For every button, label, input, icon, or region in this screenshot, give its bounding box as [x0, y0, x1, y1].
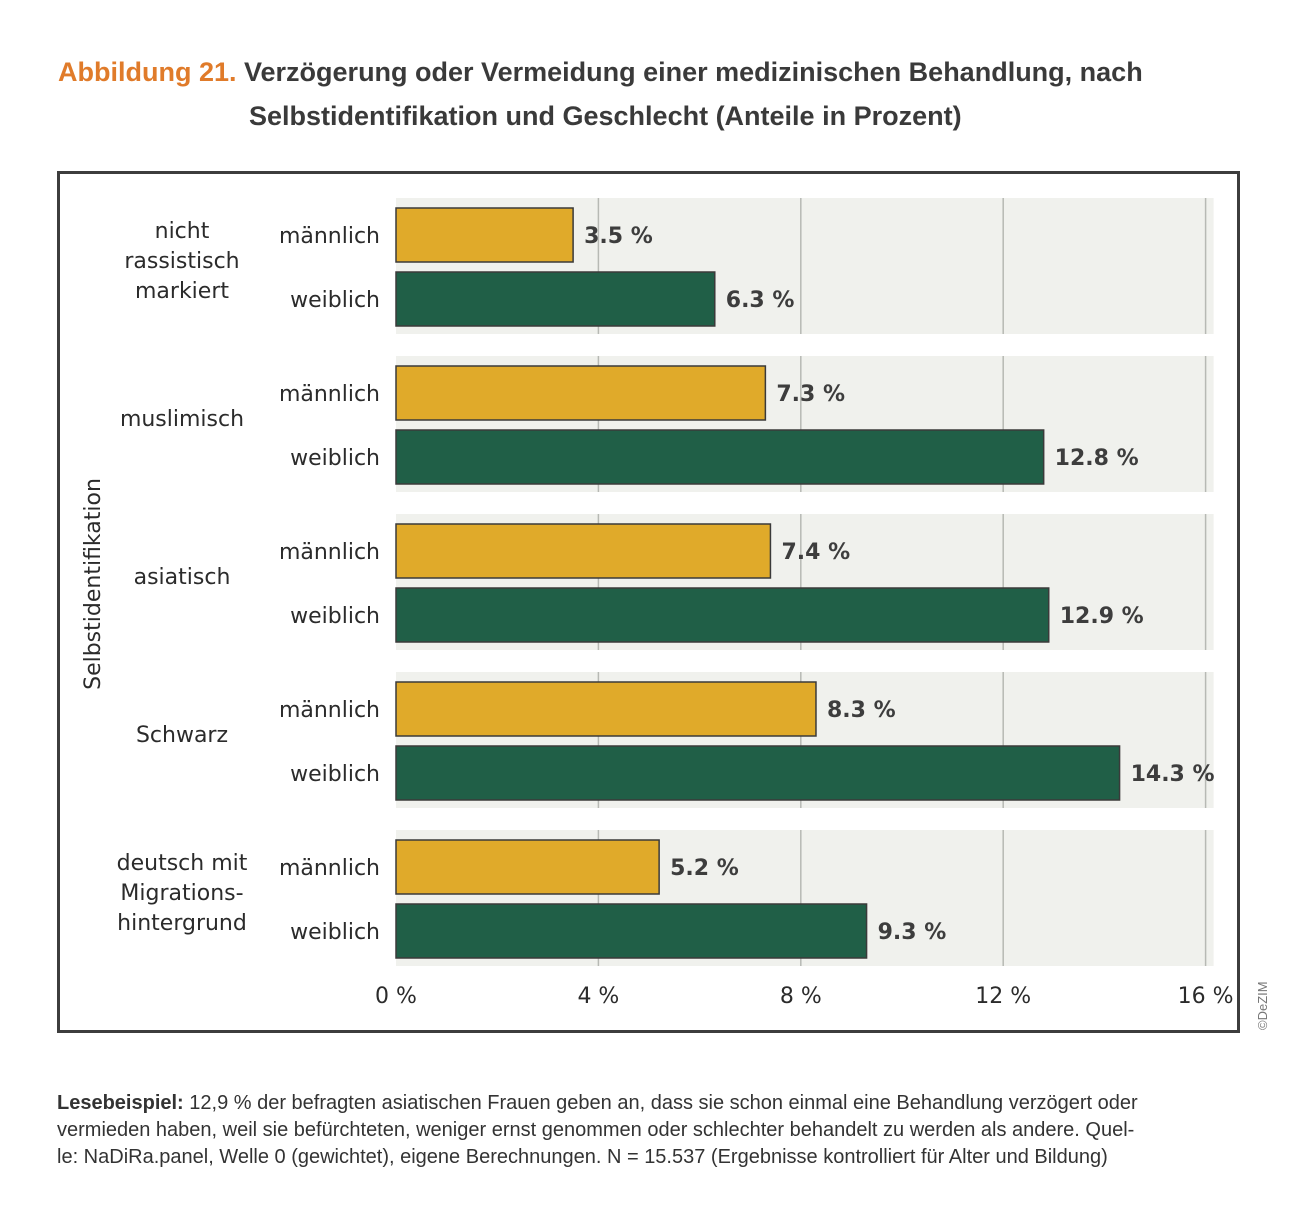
data-label: 6.3 % [726, 288, 795, 313]
group-label: asiatisch [134, 565, 231, 590]
data-label: 14.3 % [1131, 762, 1215, 787]
group-label: deutsch mit [117, 851, 248, 876]
group-label: nicht [155, 219, 210, 244]
bar-männlich [395, 207, 574, 263]
group-label: markiert [135, 279, 229, 304]
data-label: 8.3 % [827, 698, 896, 723]
x-tick-label: 12 % [975, 984, 1031, 1009]
reading-example: Lesebeispiel: 12,9 % der befragten asiat… [57, 1090, 1247, 1171]
chart-frame [57, 171, 1240, 1033]
bar-männlich [395, 523, 772, 579]
data-label: 7.3 % [776, 382, 845, 407]
x-tick-label: 16 % [1178, 984, 1234, 1009]
bar-category-label: weiblich [290, 446, 380, 471]
x-tick-label: 0 % [375, 984, 417, 1009]
data-label: 5.2 % [670, 856, 739, 881]
title-line-1: Verzögerung oder Vermeidung einer medizi… [244, 57, 1143, 87]
bar-weiblich [395, 271, 716, 327]
title-line-2: Selbstidentifikation und Geschlecht (Ant… [249, 101, 962, 131]
bar-category-label: weiblich [290, 604, 380, 629]
bar-category-label: männlich [279, 382, 380, 407]
bar-category-label: weiblich [290, 762, 380, 787]
bar-category-label: männlich [279, 856, 380, 881]
bar-category-label: männlich [279, 224, 380, 249]
data-label: 9.3 % [878, 920, 947, 945]
x-tick-label: 8 % [780, 984, 822, 1009]
data-label: 12.9 % [1060, 604, 1144, 629]
data-label: 12.8 % [1055, 446, 1139, 471]
bar-männlich [395, 681, 817, 737]
copyright-credit: ©DeZIM [1255, 981, 1270, 1030]
data-label: 7.4 % [781, 540, 850, 565]
bar-category-label: weiblich [290, 920, 380, 945]
bar-category-label: männlich [279, 698, 380, 723]
group-label: Migrations- [120, 881, 243, 906]
bar-category-label: weiblich [290, 288, 380, 313]
bar-weiblich [395, 587, 1050, 643]
bar-category-label: männlich [279, 540, 380, 565]
footnote-line-1: 12,9 % der befragten asiatischen Frauen … [183, 1092, 1138, 1114]
bar-weiblich [395, 745, 1121, 801]
footnote-label: Lesebeispiel: [57, 1092, 184, 1114]
y-axis-label: Selbstidentifikation [81, 478, 106, 690]
footnote-line-3: le: NaDiRa.panel, Welle 0 (gewichtet), e… [57, 1146, 1108, 1168]
x-tick-label: 4 % [577, 984, 619, 1009]
bar-weiblich [395, 429, 1045, 485]
data-label: 3.5 % [584, 224, 653, 249]
figure-number: Abbildung 21. [58, 57, 237, 87]
bar-männlich [395, 839, 660, 895]
chart-title: Abbildung 21. Verzögerung oder Vermeidun… [58, 50, 1258, 138]
footnote-line-2: vermieden haben, weil sie befürchteten, … [57, 1119, 1135, 1141]
group-label: hintergrund [117, 911, 247, 936]
bar-männlich [395, 365, 767, 421]
group-label: Schwarz [136, 723, 228, 748]
group-label: rassistisch [124, 249, 239, 274]
bar-weiblich [395, 903, 868, 959]
group-label: muslimisch [120, 407, 244, 432]
